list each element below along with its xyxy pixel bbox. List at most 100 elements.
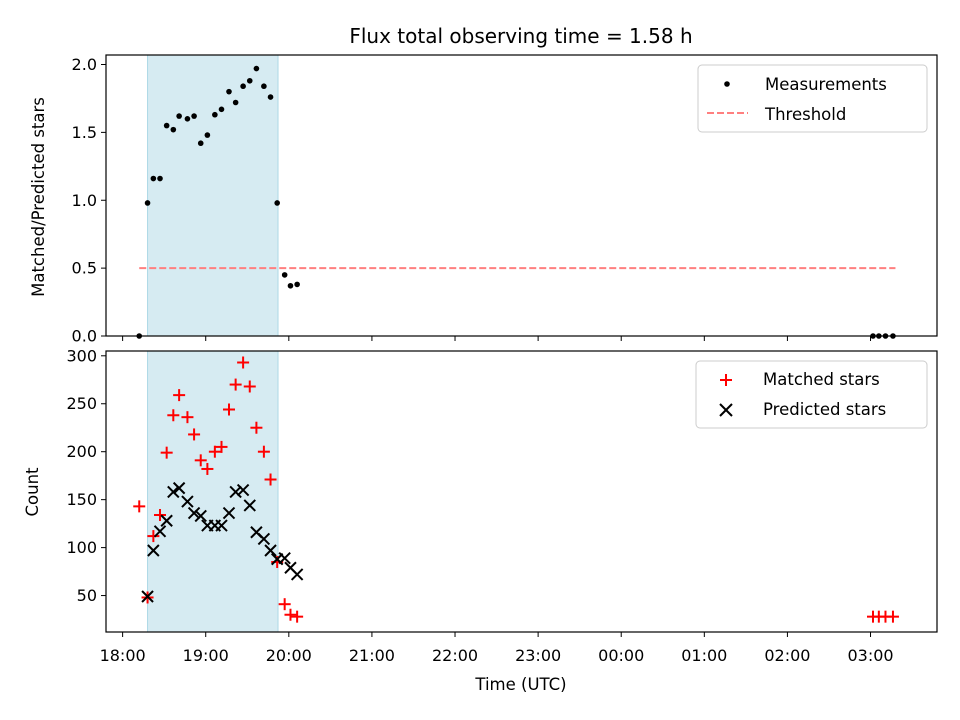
matched-star-point [173,389,186,402]
matched-star-point [188,428,201,441]
measurement-point [240,83,246,90]
legend-predicted-marker [719,403,733,417]
predicted-star-point [153,525,167,538]
predicted-star-point [236,483,250,497]
measurement-point [157,175,163,182]
predicted-star-point [290,568,304,581]
measurement-point [218,106,225,113]
bottom-observing-span [147,350,279,633]
predicted-star-point [264,544,277,557]
matched-star-point [160,446,173,459]
bottom-y-ticks: 50 100 150 200 250 300 [66,346,106,605]
matched-star-point [284,608,297,621]
top-y-tick-label: 1.5 [72,123,97,142]
legend-matched-marker [720,374,732,386]
measurement-point [204,132,211,138]
measurement-point [212,111,218,118]
matched-star-point [243,380,256,393]
x-tick-label: 21:00 [349,646,395,665]
predicted-star-point [222,506,236,520]
matched-star-point [229,378,242,391]
matched-star-point [264,473,277,486]
top-x-ticks [122,336,872,341]
measurement-point [253,65,260,72]
measurement-point [144,200,151,206]
top-y-tick-label: 0.5 [72,259,97,278]
matched-star-point [237,356,250,369]
matched-star-point [278,598,291,611]
measurement-point [163,122,170,129]
matched-star-point [147,530,160,543]
bottom-y-tick-label: 200 [66,442,97,461]
measurement-point [294,281,300,288]
matched-star-point [250,421,263,434]
x-tick-label: 20:00 [266,646,312,665]
measurement-point [184,116,191,122]
predicted-star-points [141,481,304,603]
x-tick-label: 19:00 [183,646,229,665]
predicted-star-point [147,544,160,557]
bottom-subplot: 50 100 150 200 250 300 18:00 19:00 20:00 21:00 22… [23,346,938,694]
matched-star-point [208,445,221,458]
measurement-point [226,88,232,95]
x-tick-label: 00:00 [598,646,644,665]
predicted-star-point [141,590,154,603]
bottom-y-tick-label: 300 [66,346,97,365]
top-y-ticks: 0.0 0.5 1.0 1.5 2.0 [72,55,106,346]
matched-star-point [257,445,270,458]
predicted-star-point [172,481,186,495]
bottom-y-axis-label: Count [23,467,42,517]
top-subplot: 0.00.51.01.52.0 Matched/Predicted stars … [29,54,938,346]
matched-star-point [167,409,180,422]
predicted-star-point [181,495,194,508]
top-legend-box [697,64,928,133]
matched-star-point [291,610,304,623]
measurement-point [261,83,267,90]
top-y-tick-label: 0.0 [72,327,97,346]
matched-star-point [154,508,167,521]
legend-measurement-marker [724,81,730,87]
predicted-star-point [243,499,256,512]
legend-threshold-label: Threshold [764,105,846,124]
measurement-points [136,65,896,339]
x-tick-label: 22:00 [432,646,478,665]
measurement-point [191,113,197,119]
bottom-y-tick-label: 50 [77,586,97,605]
matched-star-points [133,356,899,623]
matched-star-point [133,500,146,513]
measurement-point [246,77,253,84]
matched-star-point [886,610,899,623]
predicted-star-point [229,485,242,499]
predicted-star-point [278,551,291,565]
top-observing-span [147,54,279,337]
legend-predicted-label: Predicted stars [763,400,886,419]
bottom-y-tick-label: 100 [66,538,97,557]
predicted-star-point [187,506,201,520]
x-tick-label: 03:00 [847,646,893,665]
bottom-y-tick-label: 250 [66,394,97,413]
measurement-point [176,113,182,119]
bottom-axes-frame [105,350,938,633]
x-tick-label: 23:00 [515,646,561,665]
measurement-point [197,140,204,147]
measurement-point [150,175,157,182]
predicted-star-point [257,532,271,546]
measurement-point [267,94,274,100]
predicted-star-point [160,514,173,527]
predicted-star-point [215,519,228,532]
top-y-tick-label: 1.0 [72,191,97,210]
bottom-legend-box [695,360,928,429]
bottom-y-tick-label: 150 [66,490,97,509]
x-tick-label: 01:00 [681,646,727,665]
matched-star-point [222,403,235,416]
predicted-star-point [194,509,207,523]
x-tick-label: 18:00 [100,646,146,665]
top-legend: Measurements Threshold [697,64,928,133]
top-axes-frame [105,54,938,337]
predicted-star-point [167,485,180,499]
matched-star-point [194,454,207,467]
matched-star-point [215,440,228,453]
legend-matched-label: Matched stars [763,370,880,389]
chart-title: Flux total observing time = 1.58 h [349,24,692,48]
bottom-x-ticks: 18:00 19:00 20:00 21:00 22:00 23:00 00:00 01:00… [100,632,894,665]
